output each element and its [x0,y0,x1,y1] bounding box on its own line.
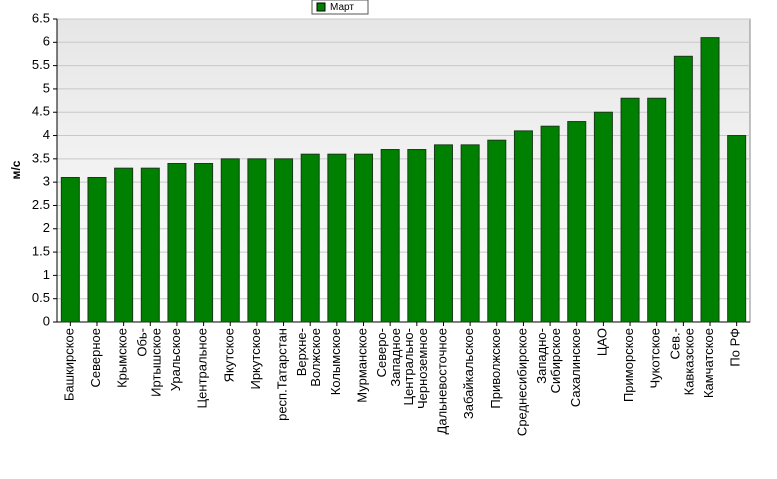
x-tick-label: Дальневосточное [435,328,450,434]
y-tick-label: 3.5 [32,150,50,165]
x-tick-label: Среднесибирское [515,328,530,436]
x-tick-label: Башкирское [62,328,77,401]
x-tick-label: Центральное [195,328,210,408]
x-tick-label: Приволжское [488,328,503,409]
bar [540,125,560,323]
bar [620,97,640,323]
bar [380,149,400,323]
bar [220,158,240,323]
y-tick-label: 4 [43,127,50,142]
bar [247,158,267,323]
bar [567,121,587,323]
y-tick-label: 1 [43,267,50,282]
x-tick-label: Иркутское [248,328,263,390]
bar [140,167,160,323]
y-tick-label: 5.5 [32,57,50,72]
bar [460,144,480,323]
x-tick-label: По РФ [728,328,743,367]
x-tick-label: Крымское [115,328,130,388]
x-tick-label: Сахалинское [568,328,583,407]
legend-label: Март [330,2,354,13]
plot-area [56,18,751,323]
bar [647,97,667,323]
x-tick-label: Якутское [222,328,237,382]
x-tick-label: Верхне-Волжское [295,328,324,387]
x-tick-label: респ.Татарстан [275,328,290,421]
bar [114,167,134,323]
legend-box [311,0,369,15]
bar [327,153,347,323]
x-tick-label: Чукотское [648,328,663,389]
bar [433,144,453,323]
bar [407,149,427,323]
bar [513,130,533,323]
bar [487,139,507,323]
bar [354,153,374,323]
x-tick-label: Приморское [621,328,636,402]
y-tick-label: 5 [43,80,50,95]
y-tick-label: 3 [43,174,50,189]
bar [87,176,107,323]
bar [300,153,320,323]
y-tick-label: 0 [43,313,50,328]
y-tick-label: 4.5 [32,104,50,119]
x-tick-label: Уральское [168,328,183,391]
x-tick-label: Мурманское [355,328,370,403]
bar [727,135,747,323]
bar [167,163,187,323]
x-tick-label: Камчатское [701,328,716,398]
x-tick-label: ЦАО [595,328,610,356]
y-tick-label: 0.5 [32,290,50,305]
legend: Март [311,0,369,15]
y-tick-label: 2 [43,220,50,235]
x-tick-label: Забайкальское [462,328,477,419]
x-tick-label: Колымское [328,328,343,395]
y-tick-label: 2.5 [32,197,50,212]
bar [194,163,214,323]
bar [673,55,693,323]
x-tick-label: Северное [88,328,103,387]
bar [60,176,80,323]
y-axis-label: м/с [9,160,23,179]
y-tick-label: 1.5 [32,244,50,259]
bar [274,158,294,323]
bar [593,111,613,323]
y-tick-label: 6 [43,34,50,49]
y-tick-label: 6.5 [32,10,50,25]
x-tick-label: Обь-Иртышское [135,328,164,397]
x-tick-label: Сев.-Кавказское [668,328,697,395]
x-tick-label: Западно-Сибирское [535,328,564,393]
bar [700,37,720,323]
x-tick-label: Центрально-Черноземное [401,328,430,409]
x-tick-label: Северо-Западное [375,328,404,387]
legend-swatch [316,2,326,12]
